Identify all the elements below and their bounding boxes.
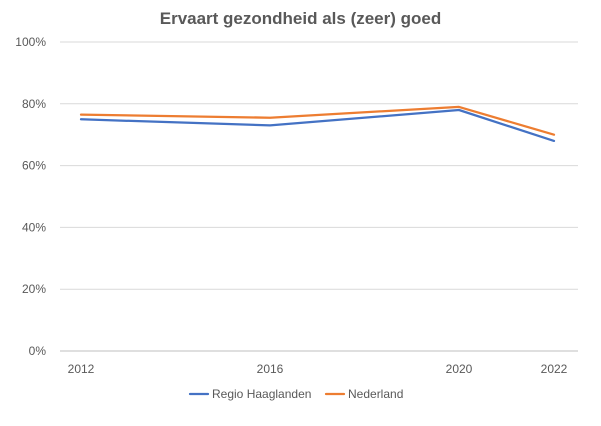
y-tick-label: 60% [22,159,46,173]
x-tick-label: 2022 [541,362,568,376]
series-line-regio-haaglanden [79,108,556,143]
x-tick-label: 2016 [257,362,284,376]
y-tick-label: 40% [22,220,46,234]
x-axis-ticks: 2012 2016 2020 2022 [68,362,568,376]
y-tick-label: 80% [22,97,46,111]
series-lines [79,105,556,143]
legend-label: Regio Haaglanden [212,387,311,401]
legend-label: Nederland [348,387,403,401]
y-tick-label: 0% [29,344,47,358]
y-tick-label: 100% [15,35,46,49]
x-tick-label: 2012 [68,362,95,376]
x-tick-label: 2020 [446,362,473,376]
y-tick-label: 20% [22,282,46,296]
y-axis-ticks: 0% 20% 40% 60% 80% 100% [15,35,46,358]
gridlines [60,41,578,352]
series-line-nederland [79,105,556,136]
legend: Regio Haaglanden Nederland [188,387,403,401]
chart-title: Ervaart gezondheid als (zeer) goed [159,9,442,28]
